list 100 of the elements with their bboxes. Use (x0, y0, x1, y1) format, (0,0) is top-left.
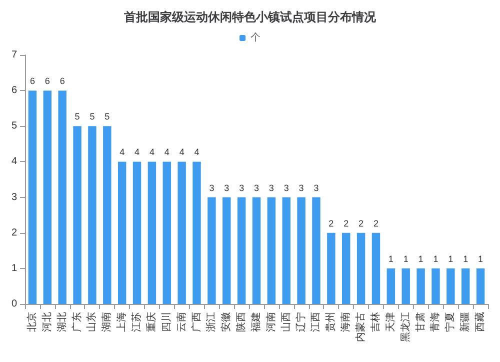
bar (446, 268, 455, 304)
x-tick-label: 吉林 (369, 312, 382, 332)
x-tick-label: 山东 (86, 312, 98, 332)
data-label: 4 (164, 147, 170, 158)
y-tick-label: 2 (11, 227, 18, 238)
x-tick-label: 四川 (160, 312, 172, 332)
data-label: 4 (149, 147, 154, 158)
legend-label: 个 (250, 32, 260, 44)
data-label: 3 (209, 182, 214, 193)
y-tick-label: 1 (11, 262, 18, 274)
bar (192, 162, 201, 304)
data-label: 4 (194, 147, 200, 158)
data-label: 5 (90, 112, 95, 122)
x-tick-label: 海南 (340, 312, 352, 332)
bar (222, 197, 231, 304)
data-label: 4 (134, 147, 140, 158)
x-tick-label: 宁夏 (444, 312, 456, 332)
data-label: 1 (388, 254, 394, 264)
data-label: 6 (30, 76, 35, 86)
data-label: 3 (268, 182, 274, 193)
bar (237, 197, 246, 304)
x-tick-label: 河南 (264, 312, 277, 332)
x-tick-label: 新疆 (459, 312, 472, 332)
bar (327, 232, 336, 304)
bar (386, 268, 396, 304)
data-label: 3 (298, 182, 304, 193)
x-tick-label: 山西 (280, 312, 292, 332)
y-tick-label: 3 (11, 192, 18, 203)
y-tick-label: 5 (11, 120, 18, 132)
bar (43, 90, 52, 304)
chart-title: 首批国家级运动休闲特色小镇试点项目分布情况 (123, 10, 377, 24)
data-label: 3 (239, 182, 244, 193)
bar (73, 126, 82, 304)
bar (267, 197, 276, 304)
data-label: 1 (418, 254, 424, 264)
bar (88, 126, 96, 304)
x-tick-label: 黑龙江 (399, 312, 412, 342)
x-tick-label: 北京 (26, 312, 38, 332)
y-tick-label: 7 (11, 50, 18, 60)
bar (252, 197, 261, 304)
x-tick-label: 青海 (429, 312, 442, 332)
data-label: 2 (358, 218, 364, 228)
data-label: 3 (314, 182, 319, 193)
x-tick-label: 江苏 (130, 312, 143, 332)
x-tick-label: 陕西 (235, 312, 248, 332)
data-label: 1 (448, 254, 454, 264)
x-tick-label: 云南 (175, 312, 188, 332)
x-tick-label: 天津 (384, 312, 396, 332)
x-tick-label: 甘肃 (414, 312, 426, 332)
y-tick-label: 4 (11, 156, 18, 168)
data-label: 1 (403, 254, 408, 264)
bar (162, 162, 171, 304)
data-label: 3 (254, 182, 260, 193)
bar (58, 90, 66, 304)
bar (118, 162, 126, 304)
bar (178, 162, 186, 304)
bar (432, 268, 440, 304)
data-label: 2 (344, 218, 349, 228)
x-tick-label: 湖北 (56, 312, 68, 332)
bar (342, 232, 350, 304)
x-tick-label: 安徽 (220, 312, 232, 332)
x-tick-label: 广东 (70, 312, 83, 332)
bar (282, 197, 290, 304)
y-tick-label: 6 (11, 85, 18, 96)
bar (402, 268, 410, 304)
x-tick-label: 湖南 (100, 312, 113, 332)
x-tick-label: 内蒙古 (354, 312, 367, 342)
bar (148, 162, 156, 304)
x-tick-label: 江西 (310, 312, 322, 332)
x-tick-label: 上海 (116, 312, 128, 332)
data-label: 1 (478, 254, 484, 264)
bar (28, 90, 37, 304)
bar (208, 197, 216, 304)
data-label: 3 (224, 182, 230, 193)
x-tick-label: 河北 (40, 312, 53, 332)
bar (132, 162, 142, 304)
bar (103, 126, 112, 304)
bar (476, 268, 485, 304)
x-tick-label: 辽宁 (294, 312, 307, 332)
data-label: 5 (104, 112, 110, 122)
data-label: 1 (463, 254, 468, 264)
x-tick-label: 重庆 (145, 312, 158, 332)
x-tick-label: 贵州 (324, 312, 337, 332)
bar (356, 232, 366, 304)
data-label: 4 (120, 147, 125, 158)
data-label: 5 (74, 112, 80, 122)
bar (461, 268, 470, 304)
data-label: 3 (284, 182, 289, 193)
y-tick-label: 0 (11, 298, 18, 310)
x-tick-label: 浙江 (205, 312, 218, 332)
bar (372, 232, 380, 304)
data-label: 4 (179, 147, 184, 158)
data-label: 6 (44, 76, 50, 86)
x-tick-label: 西藏 (474, 312, 486, 332)
data-label: 6 (60, 76, 65, 86)
data-label: 2 (373, 218, 378, 228)
data-label: 2 (328, 218, 334, 228)
bar (416, 268, 425, 304)
bar (297, 197, 306, 304)
bar (312, 197, 320, 304)
